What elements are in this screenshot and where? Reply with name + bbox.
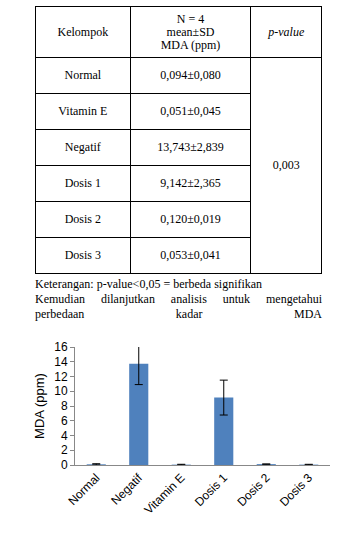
svg-text:6: 6	[61, 414, 68, 428]
html-text:Dosis 3: Dosis 3	[64, 248, 101, 262]
svg-text:12: 12	[54, 370, 68, 384]
html-text:0,053±0,041: 0,053±0,041	[160, 248, 221, 262]
svg-text:2: 2	[61, 443, 68, 457]
svg-text:Negatif: Negatif	[108, 470, 145, 507]
svg-text:4: 4	[61, 429, 68, 443]
svg-text:0: 0	[61, 458, 68, 472]
svg-text:Normal: Normal	[65, 471, 102, 508]
html-text:Kemudian dilanjutkan analisis: Kemudian dilanjutkan analisis untuk meng…	[35, 292, 322, 321]
svg-text:10: 10	[54, 384, 68, 398]
svg-text:MDA (ppm): MDA (ppm)	[32, 373, 47, 439]
svg-text:8: 8	[61, 399, 68, 413]
html-text:Vitamin E: Vitamin E	[58, 104, 108, 118]
html-text:0,120±0,019: 0,120±0,019	[160, 212, 221, 226]
svg-text:14: 14	[54, 355, 68, 369]
html-text:Dosis 2: Dosis 2	[64, 212, 101, 226]
html-text:9,142±2,365: 9,142±2,365	[160, 176, 221, 190]
html-text:p-value: p-value	[268, 24, 305, 39]
svg-text:Dosis 1: Dosis 1	[192, 471, 230, 509]
html-text:13,743±2,839: 13,743±2,839	[157, 140, 224, 154]
html-text:Dosis 1: Dosis 1	[64, 176, 101, 190]
html-text:0,094±0,080: 0,094±0,080	[160, 68, 221, 82]
html-text:0,051±0,045: 0,051±0,045	[160, 104, 221, 118]
html-text:Keterangan: p-value<0,05 = ber: Keterangan: p-value<0,05 = berbeda signi…	[35, 277, 263, 291]
html-text:Kelompok: Kelompok	[57, 24, 109, 39]
html-text:Negatif: Negatif	[64, 140, 101, 154]
svg-text:Dosis 3: Dosis 3	[277, 471, 315, 509]
html-text:N = 4 mean±SD MDA (ppm): N = 4 mean±SD MDA (ppm)	[160, 11, 221, 52]
svg-text:16: 16	[54, 340, 68, 354]
html-text:Normal: Normal	[64, 68, 102, 82]
svg-text:Dosis 2: Dosis 2	[234, 471, 272, 509]
svg-text:Vitamin E: Vitamin E	[142, 471, 188, 517]
html-text:0,003: 0,003	[272, 158, 300, 172]
